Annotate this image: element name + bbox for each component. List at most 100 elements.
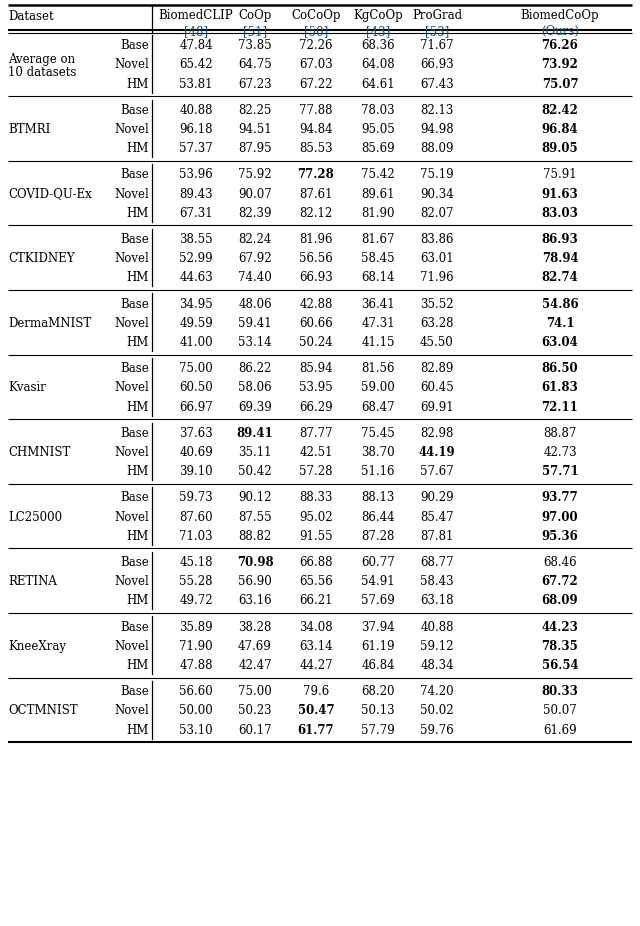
Text: 89.43: 89.43 bbox=[179, 187, 213, 201]
Text: OCTMNIST: OCTMNIST bbox=[8, 705, 77, 718]
Text: 73.85: 73.85 bbox=[238, 39, 272, 52]
Text: 82.07: 82.07 bbox=[420, 206, 454, 219]
Text: COVID-QU-Ex: COVID-QU-Ex bbox=[8, 187, 92, 201]
Text: 35.89: 35.89 bbox=[179, 620, 213, 633]
Text: 85.94: 85.94 bbox=[299, 362, 333, 375]
Text: HM: HM bbox=[127, 78, 149, 91]
Text: 67.92: 67.92 bbox=[238, 252, 272, 265]
Text: Base: Base bbox=[120, 556, 149, 569]
Text: Base: Base bbox=[120, 297, 149, 310]
Text: 42.73: 42.73 bbox=[543, 446, 577, 459]
Text: 61.19: 61.19 bbox=[361, 640, 395, 653]
Text: 91.55: 91.55 bbox=[299, 530, 333, 543]
Text: 40.69: 40.69 bbox=[179, 446, 213, 459]
Text: 63.28: 63.28 bbox=[420, 317, 454, 330]
Text: 68.09: 68.09 bbox=[541, 594, 579, 607]
Text: Novel: Novel bbox=[115, 187, 149, 201]
Text: 91.63: 91.63 bbox=[541, 187, 579, 201]
Text: Novel: Novel bbox=[115, 446, 149, 459]
Text: 34.08: 34.08 bbox=[299, 620, 333, 633]
Text: 50.02: 50.02 bbox=[420, 705, 454, 718]
Text: HM: HM bbox=[127, 336, 149, 349]
Text: 87.81: 87.81 bbox=[420, 530, 454, 543]
Text: 56.56: 56.56 bbox=[299, 252, 333, 265]
Text: 75.19: 75.19 bbox=[420, 169, 454, 181]
Text: 41.00: 41.00 bbox=[179, 336, 213, 349]
Text: HM: HM bbox=[127, 206, 149, 219]
Text: 74.40: 74.40 bbox=[238, 271, 272, 284]
Text: 95.36: 95.36 bbox=[541, 530, 579, 543]
Text: Base: Base bbox=[120, 685, 149, 698]
Text: RETINA: RETINA bbox=[8, 575, 57, 588]
Text: 88.13: 88.13 bbox=[362, 492, 395, 505]
Text: 59.41: 59.41 bbox=[238, 317, 272, 330]
Text: 41.15: 41.15 bbox=[361, 336, 395, 349]
Text: 57.67: 57.67 bbox=[420, 465, 454, 478]
Text: 47.88: 47.88 bbox=[179, 659, 212, 672]
Text: 37.94: 37.94 bbox=[361, 620, 395, 633]
Text: 47.69: 47.69 bbox=[238, 640, 272, 653]
Text: 50.47: 50.47 bbox=[298, 705, 334, 718]
Text: 67.43: 67.43 bbox=[420, 78, 454, 91]
Text: 60.17: 60.17 bbox=[238, 723, 272, 736]
Text: 78.94: 78.94 bbox=[541, 252, 579, 265]
Text: 57.71: 57.71 bbox=[541, 465, 579, 478]
Text: 59.00: 59.00 bbox=[361, 382, 395, 394]
Text: 82.24: 82.24 bbox=[238, 233, 272, 246]
Text: 68.36: 68.36 bbox=[361, 39, 395, 52]
Text: 93.77: 93.77 bbox=[541, 492, 579, 505]
Text: 47.84: 47.84 bbox=[179, 39, 213, 52]
Text: 75.91: 75.91 bbox=[543, 169, 577, 181]
Text: 42.51: 42.51 bbox=[300, 446, 333, 459]
Text: 72.26: 72.26 bbox=[300, 39, 333, 52]
Text: 59.73: 59.73 bbox=[179, 492, 213, 505]
Text: 81.96: 81.96 bbox=[300, 233, 333, 246]
Text: 81.90: 81.90 bbox=[361, 206, 395, 219]
Text: BTMRI: BTMRI bbox=[8, 123, 51, 136]
Text: 83.03: 83.03 bbox=[541, 206, 579, 219]
Text: 54.91: 54.91 bbox=[361, 575, 395, 588]
Text: Base: Base bbox=[120, 362, 149, 375]
Text: 82.42: 82.42 bbox=[541, 104, 579, 117]
Text: 89.61: 89.61 bbox=[361, 187, 395, 201]
Text: 61.83: 61.83 bbox=[541, 382, 579, 394]
Text: 81.56: 81.56 bbox=[361, 362, 395, 375]
Text: 44.23: 44.23 bbox=[541, 620, 579, 633]
Text: Novel: Novel bbox=[115, 640, 149, 653]
Text: 59.12: 59.12 bbox=[420, 640, 454, 653]
Text: HM: HM bbox=[127, 723, 149, 736]
Text: HM: HM bbox=[127, 659, 149, 672]
Text: 55.28: 55.28 bbox=[179, 575, 212, 588]
Text: 90.07: 90.07 bbox=[238, 187, 272, 201]
Text: 64.08: 64.08 bbox=[361, 58, 395, 71]
Text: KneeXray: KneeXray bbox=[8, 640, 66, 653]
Text: 83.86: 83.86 bbox=[420, 233, 454, 246]
Text: 50.07: 50.07 bbox=[543, 705, 577, 718]
Text: 63.01: 63.01 bbox=[420, 252, 454, 265]
Text: 77.28: 77.28 bbox=[298, 169, 334, 181]
Text: 66.21: 66.21 bbox=[300, 594, 333, 607]
Text: 88.82: 88.82 bbox=[238, 530, 271, 543]
Text: 40.88: 40.88 bbox=[179, 104, 212, 117]
Text: 40.88: 40.88 bbox=[420, 620, 454, 633]
Text: 76.26: 76.26 bbox=[541, 39, 579, 52]
Text: 60.45: 60.45 bbox=[420, 382, 454, 394]
Text: 47.31: 47.31 bbox=[361, 317, 395, 330]
Text: 79.6: 79.6 bbox=[303, 685, 329, 698]
Text: HM: HM bbox=[127, 465, 149, 478]
Text: 52.99: 52.99 bbox=[179, 252, 213, 265]
Text: 64.75: 64.75 bbox=[238, 58, 272, 71]
Text: 73.92: 73.92 bbox=[541, 58, 579, 71]
Text: KgCoOp: KgCoOp bbox=[353, 9, 403, 22]
Text: 44.27: 44.27 bbox=[299, 659, 333, 672]
Text: 49.72: 49.72 bbox=[179, 594, 213, 607]
Text: Base: Base bbox=[120, 39, 149, 52]
Text: HM: HM bbox=[127, 271, 149, 284]
Text: 38.28: 38.28 bbox=[238, 620, 272, 633]
Text: 50.00: 50.00 bbox=[179, 705, 213, 718]
Text: 61.69: 61.69 bbox=[543, 723, 577, 736]
Text: 89.41: 89.41 bbox=[237, 427, 273, 440]
Text: 56.54: 56.54 bbox=[541, 659, 579, 672]
Text: 87.55: 87.55 bbox=[238, 510, 272, 523]
Text: (Ours): (Ours) bbox=[541, 25, 579, 38]
